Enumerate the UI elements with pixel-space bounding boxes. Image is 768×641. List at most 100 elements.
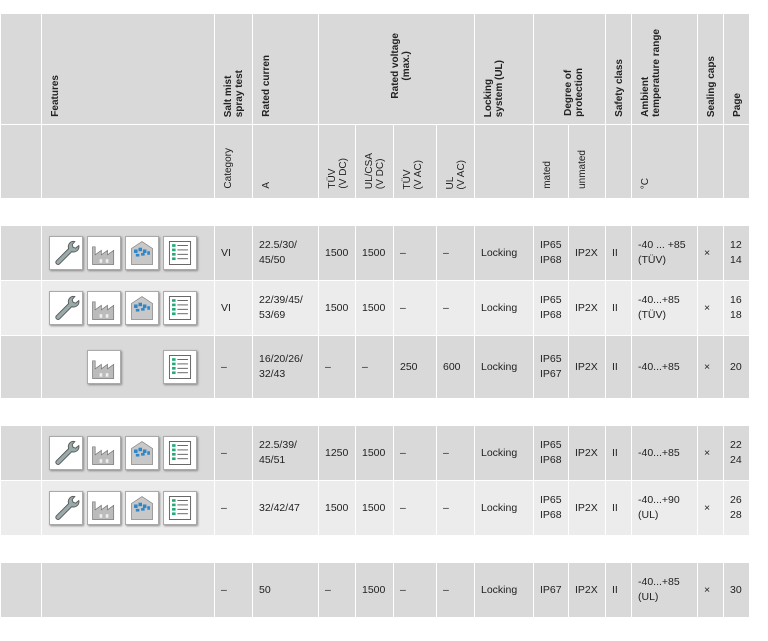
tuv-vdc-cell: 1500 <box>318 480 356 536</box>
ul-vac-cell: – <box>436 225 475 281</box>
temp-unit-subheader: °C <box>631 124 698 199</box>
building-icon <box>125 491 159 525</box>
factory-icon <box>87 436 121 470</box>
tuv-vac-cell: – <box>393 280 437 336</box>
caps-cell: × <box>697 225 724 281</box>
temp-cell: -40...+85 (UL) <box>631 562 698 618</box>
current-cell: 22.5/30/ 45/50 <box>252 225 319 281</box>
factory-icon <box>87 350 121 384</box>
ulcsa-vdc-cell: – <box>355 335 394 399</box>
product-comparison-table: Features Salt mist spray test Rated curr… <box>0 13 750 618</box>
unmated-subheader: unmated <box>568 124 606 199</box>
salt-mist-header: Salt mist spray test <box>214 13 253 125</box>
tuv-vac-cell: – <box>393 562 437 618</box>
features-header: Features <box>41 13 215 125</box>
caps-cell: × <box>697 425 724 481</box>
tuv-vac-cell: – <box>393 480 437 536</box>
caps-cell: × <box>697 335 724 399</box>
current-cell: 22/39/45/ 53/69 <box>252 280 319 336</box>
checklist-icon <box>163 491 197 525</box>
mated-cell: IP67 <box>533 562 569 618</box>
tuv-vdc-subheader: TÜV (V DC) <box>318 124 356 199</box>
table-row: VI 22.5/30/ 45/50 1500 1500– – Locking IP65 IP… <box>0 225 750 281</box>
temp-cell: -40 ... +85 (TÜV) <box>631 225 698 281</box>
caps-cell: × <box>697 480 724 536</box>
unmated-cell: IP2X <box>568 280 606 336</box>
locking-cell: Locking <box>474 280 534 336</box>
table-row: –50–1500– – Locking IP67 IP2X II -40...+85 (UL… <box>0 562 750 618</box>
tuv-vac-cell: – <box>393 425 437 481</box>
page-header: Page <box>723 13 750 125</box>
factory-icon <box>87 291 121 325</box>
locking-cell: Locking <box>474 425 534 481</box>
locking-cell: Locking <box>474 335 534 399</box>
ulcsa-vdc-subheader: UL/CSA (V DC) <box>355 124 394 199</box>
table-row: –32/42/47 1500 1500– – Locking IP65 IP68 IP2X I… <box>0 480 750 536</box>
ambient-temperature-header: Ambient temperature range <box>631 13 698 125</box>
page-cell: 12 14 <box>723 225 750 281</box>
wrench-icon <box>49 436 83 470</box>
table-row: VI 22/39/45/ 53/69 1500 1500– – Locking IP65 I… <box>0 280 750 336</box>
features-cell <box>41 425 215 481</box>
tuv-vdc-cell: 1500 <box>318 280 356 336</box>
temp-cell: -40...+90 (UL) <box>631 480 698 536</box>
ulcsa-vdc-cell: 1500 <box>355 480 394 536</box>
features-cell <box>41 335 215 399</box>
wrench-icon <box>49 236 83 270</box>
ulcsa-vdc-cell: 1500 <box>355 225 394 281</box>
unmated-cell: IP2X <box>568 562 606 618</box>
safety-cell: II <box>605 225 632 281</box>
mated-subheader: mated <box>533 124 569 199</box>
temp-cell: -40...+85 <box>631 425 698 481</box>
category-cell: – <box>214 335 253 399</box>
tuv-vac-subheader: TÜV (V AC) <box>393 124 437 199</box>
ul-vac-cell: – <box>436 425 475 481</box>
checklist-icon <box>163 436 197 470</box>
page-cell: 20 <box>723 335 750 399</box>
ul-vac-cell: – <box>436 562 475 618</box>
tuv-vdc-cell: 1250 <box>318 425 356 481</box>
category-cell: VI <box>214 280 253 336</box>
unmated-cell: IP2X <box>568 335 606 399</box>
tuv-vdc-cell: 1500 <box>318 225 356 281</box>
page-cell: 16 18 <box>723 280 750 336</box>
locking-cell: Locking <box>474 225 534 281</box>
locking-header: Locking system (UL) <box>474 13 534 125</box>
temp-cell: -40...+85 <box>631 335 698 399</box>
safety-class-header: Safety class <box>605 13 632 125</box>
category-cell: – <box>214 562 253 618</box>
caps-cell: × <box>697 562 724 618</box>
safety-cell: II <box>605 425 632 481</box>
factory-icon <box>87 491 121 525</box>
building-icon <box>125 436 159 470</box>
features-cell <box>41 280 215 336</box>
safety-cell: II <box>605 280 632 336</box>
ul-vac-cell: 600 <box>436 335 475 399</box>
features-cell <box>41 225 215 281</box>
category-cell: – <box>214 480 253 536</box>
ul-vac-cell: – <box>436 280 475 336</box>
mated-cell: IP65 IP68 <box>533 480 569 536</box>
tuv-vac-cell: 250 <box>393 335 437 399</box>
category-cell: – <box>214 425 253 481</box>
unmated-cell: IP2X <box>568 480 606 536</box>
tuv-vdc-cell: – <box>318 562 356 618</box>
page-cell: 22 24 <box>723 425 750 481</box>
current-cell: 16/20/26/ 32/43 <box>252 335 319 399</box>
blank-header <box>0 13 42 125</box>
sealing-caps-header: Sealing caps <box>697 13 724 125</box>
checklist-icon <box>163 291 197 325</box>
category-cell: VI <box>214 225 253 281</box>
rated-current-header: Rated curren <box>252 13 319 125</box>
current-unit-subheader: A <box>252 124 319 199</box>
ulcsa-vdc-cell: 1500 <box>355 280 394 336</box>
features-cell <box>41 480 215 536</box>
page-cell: 30 <box>723 562 750 618</box>
tuv-vac-cell: – <box>393 225 437 281</box>
factory-icon <box>87 236 121 270</box>
building-icon <box>125 236 159 270</box>
temp-cell: -40...+85 (TÜV) <box>631 280 698 336</box>
locking-cell: Locking <box>474 480 534 536</box>
checklist-icon <box>163 236 197 270</box>
safety-cell: II <box>605 480 632 536</box>
